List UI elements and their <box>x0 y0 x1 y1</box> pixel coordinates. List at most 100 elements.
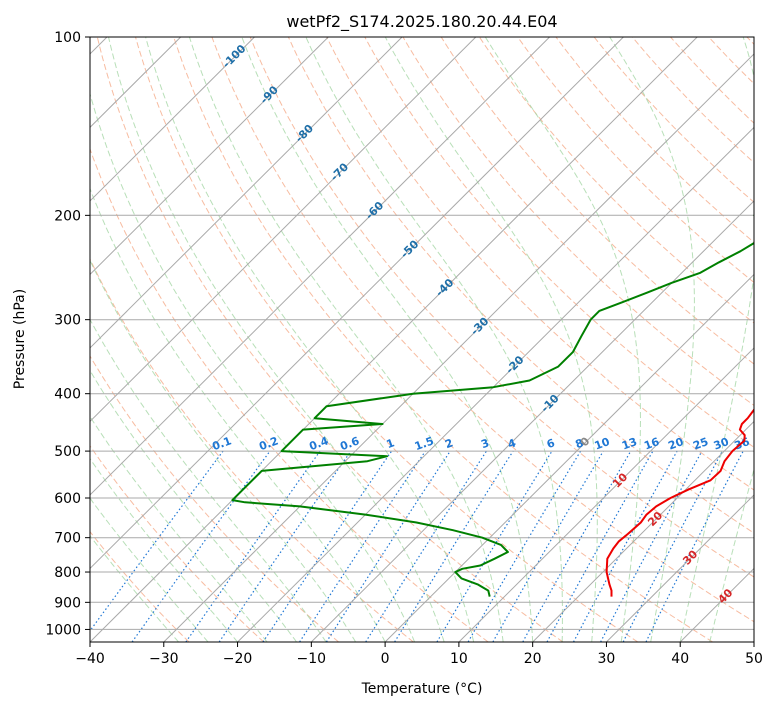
y-tick-label: 500 <box>54 444 81 460</box>
mixing-ratio-line <box>572 450 678 642</box>
isotherm-line <box>90 37 550 496</box>
dry-adiabat-line <box>90 444 265 642</box>
x-tick-label: −20 <box>223 651 253 667</box>
dry-adiabat-line <box>287 37 754 534</box>
mixing-ratio-label: 30 <box>712 435 731 453</box>
moist-adiabat-line <box>709 467 754 642</box>
isotherm-label: -40 <box>433 276 456 299</box>
x-tick-label: −30 <box>149 651 179 667</box>
x-tick-label: −40 <box>75 651 105 667</box>
isotherm-line <box>163 53 754 642</box>
mixing-ratio-label: 2 <box>443 436 455 451</box>
isotherm-line <box>532 420 754 642</box>
dry-adiabat-line <box>90 258 414 642</box>
moist-adiabat-line <box>90 369 297 642</box>
mixing-ratio-line <box>394 450 514 642</box>
mixing-ratio-label: 0.4 <box>307 434 330 453</box>
isotherm-line <box>458 347 754 642</box>
dry-adiabat-line <box>90 147 489 642</box>
isotherm-line <box>90 37 403 349</box>
moist-adiabat-line <box>90 497 209 642</box>
dry-adiabat-line <box>746 37 754 45</box>
moist-adiabat-line <box>484 37 641 642</box>
dry-adiabat-line <box>402 37 754 406</box>
isotherm-label: -100 <box>220 42 249 71</box>
dry-adiabat-line <box>440 37 754 365</box>
dry-adiabat-line <box>96 37 564 642</box>
y-tick-label: 600 <box>54 491 81 507</box>
isotherm-line <box>310 200 754 642</box>
mixing-ratio-line <box>436 450 553 642</box>
mixing-ratio-line <box>467 450 582 642</box>
isotherm-line <box>90 37 329 276</box>
dry-adiabat-line <box>249 37 754 578</box>
isotherm-label: -20 <box>503 353 526 376</box>
y-tick-label: 900 <box>54 595 81 611</box>
x-tick-label: −10 <box>297 651 327 667</box>
background-lines <box>90 37 754 642</box>
mixing-ratio-line <box>90 450 224 632</box>
x-tick-label: 0 <box>381 651 390 667</box>
moist-adiabat-line <box>90 534 179 642</box>
mixing-ratio-label: 8 <box>574 436 586 451</box>
dry-adiabat-line <box>90 530 190 642</box>
dry-adiabat-line <box>555 37 754 243</box>
dry-adiabat-line <box>708 37 754 85</box>
mixing-ratio-label: 25 <box>691 435 710 452</box>
mixing-ratio-label: 10 <box>593 435 612 453</box>
x-tick-label: 10 <box>450 651 468 667</box>
moist-adiabat-line <box>90 457 238 642</box>
mixing-ratio-label: 16 <box>642 435 661 453</box>
mixing-ratio-line <box>131 450 271 642</box>
mixing-ratio-label: 4 <box>506 436 518 451</box>
moist-adiabat-line <box>145 37 475 642</box>
moist-adiabat-line <box>679 37 754 642</box>
x-tick-label: 40 <box>671 651 689 667</box>
isotherm-line <box>90 37 698 642</box>
mixing-ratio-line <box>185 450 321 642</box>
moist-adiabat-line <box>188 37 504 642</box>
moist-adiabat-line <box>90 259 357 642</box>
isotherm-line <box>384 273 754 642</box>
mixing-ratio-label: 1 <box>385 436 397 451</box>
moist-adiabat-line <box>305 37 563 642</box>
mixing-ratio-label: 6 <box>545 436 557 451</box>
mixing-ratio-label: 1.5 <box>413 434 436 453</box>
isotherm-line <box>237 126 754 642</box>
moist-adiabat-line <box>90 187 386 642</box>
y-tick-label: 100 <box>54 30 81 46</box>
dry-adiabat-line <box>326 37 754 491</box>
x-tick-label: 20 <box>524 651 542 667</box>
mixing-ratio-label: 3 <box>479 436 491 451</box>
mixing-ratio-line <box>365 450 487 642</box>
line-labels: 0.1 0.2 0.4 0.6 1 1.5 2 3 4 6 8 10 13 16 20 25 30 36-100-… <box>210 42 751 606</box>
chart-title: wetPf2_S174.2025.180.20.44.E04 <box>286 12 557 32</box>
x-tick-label: 30 <box>598 651 616 667</box>
mixing-ratio-line <box>522 450 632 642</box>
plot-frame <box>89 36 755 643</box>
mixing-ratio-line <box>492 450 604 642</box>
moist-adiabat-line <box>108 37 445 642</box>
dry-adiabat-line <box>90 355 339 642</box>
y-axis-ticks: 100 200 300 400 500 600 700 800 900 1000 <box>45 30 90 638</box>
dry-adiabat-line <box>593 37 754 203</box>
isotherm-label: -80 <box>293 122 316 145</box>
moist-adiabat-line <box>609 37 695 642</box>
profile-lines <box>231 213 754 597</box>
dry-adiabat-line <box>517 37 754 284</box>
isotherm-label: -30 <box>468 314 491 337</box>
mixing-ratio-label: 13 <box>620 435 639 452</box>
mixing-ratio-label: 0.1 <box>210 434 233 453</box>
y-tick-label: 400 <box>54 387 81 403</box>
mixing-ratio-label: 0.6 <box>338 434 361 453</box>
y-tick-label: 200 <box>54 208 81 224</box>
mixing-ratio-line <box>325 450 451 642</box>
x-tick-label: 50 <box>745 651 763 667</box>
dry-adiabat-line <box>211 37 754 623</box>
dry-adiabat-line <box>135 37 639 642</box>
mixing-ratio-label: 20 <box>666 435 685 453</box>
temperature-profile-line <box>605 408 754 597</box>
mixing-ratio-label: 0.2 <box>257 434 280 453</box>
dry-adiabat-line <box>478 37 754 324</box>
x-axis-ticks: −40 −30 −20 −10 0 10 20 30 40 50 <box>75 642 763 667</box>
